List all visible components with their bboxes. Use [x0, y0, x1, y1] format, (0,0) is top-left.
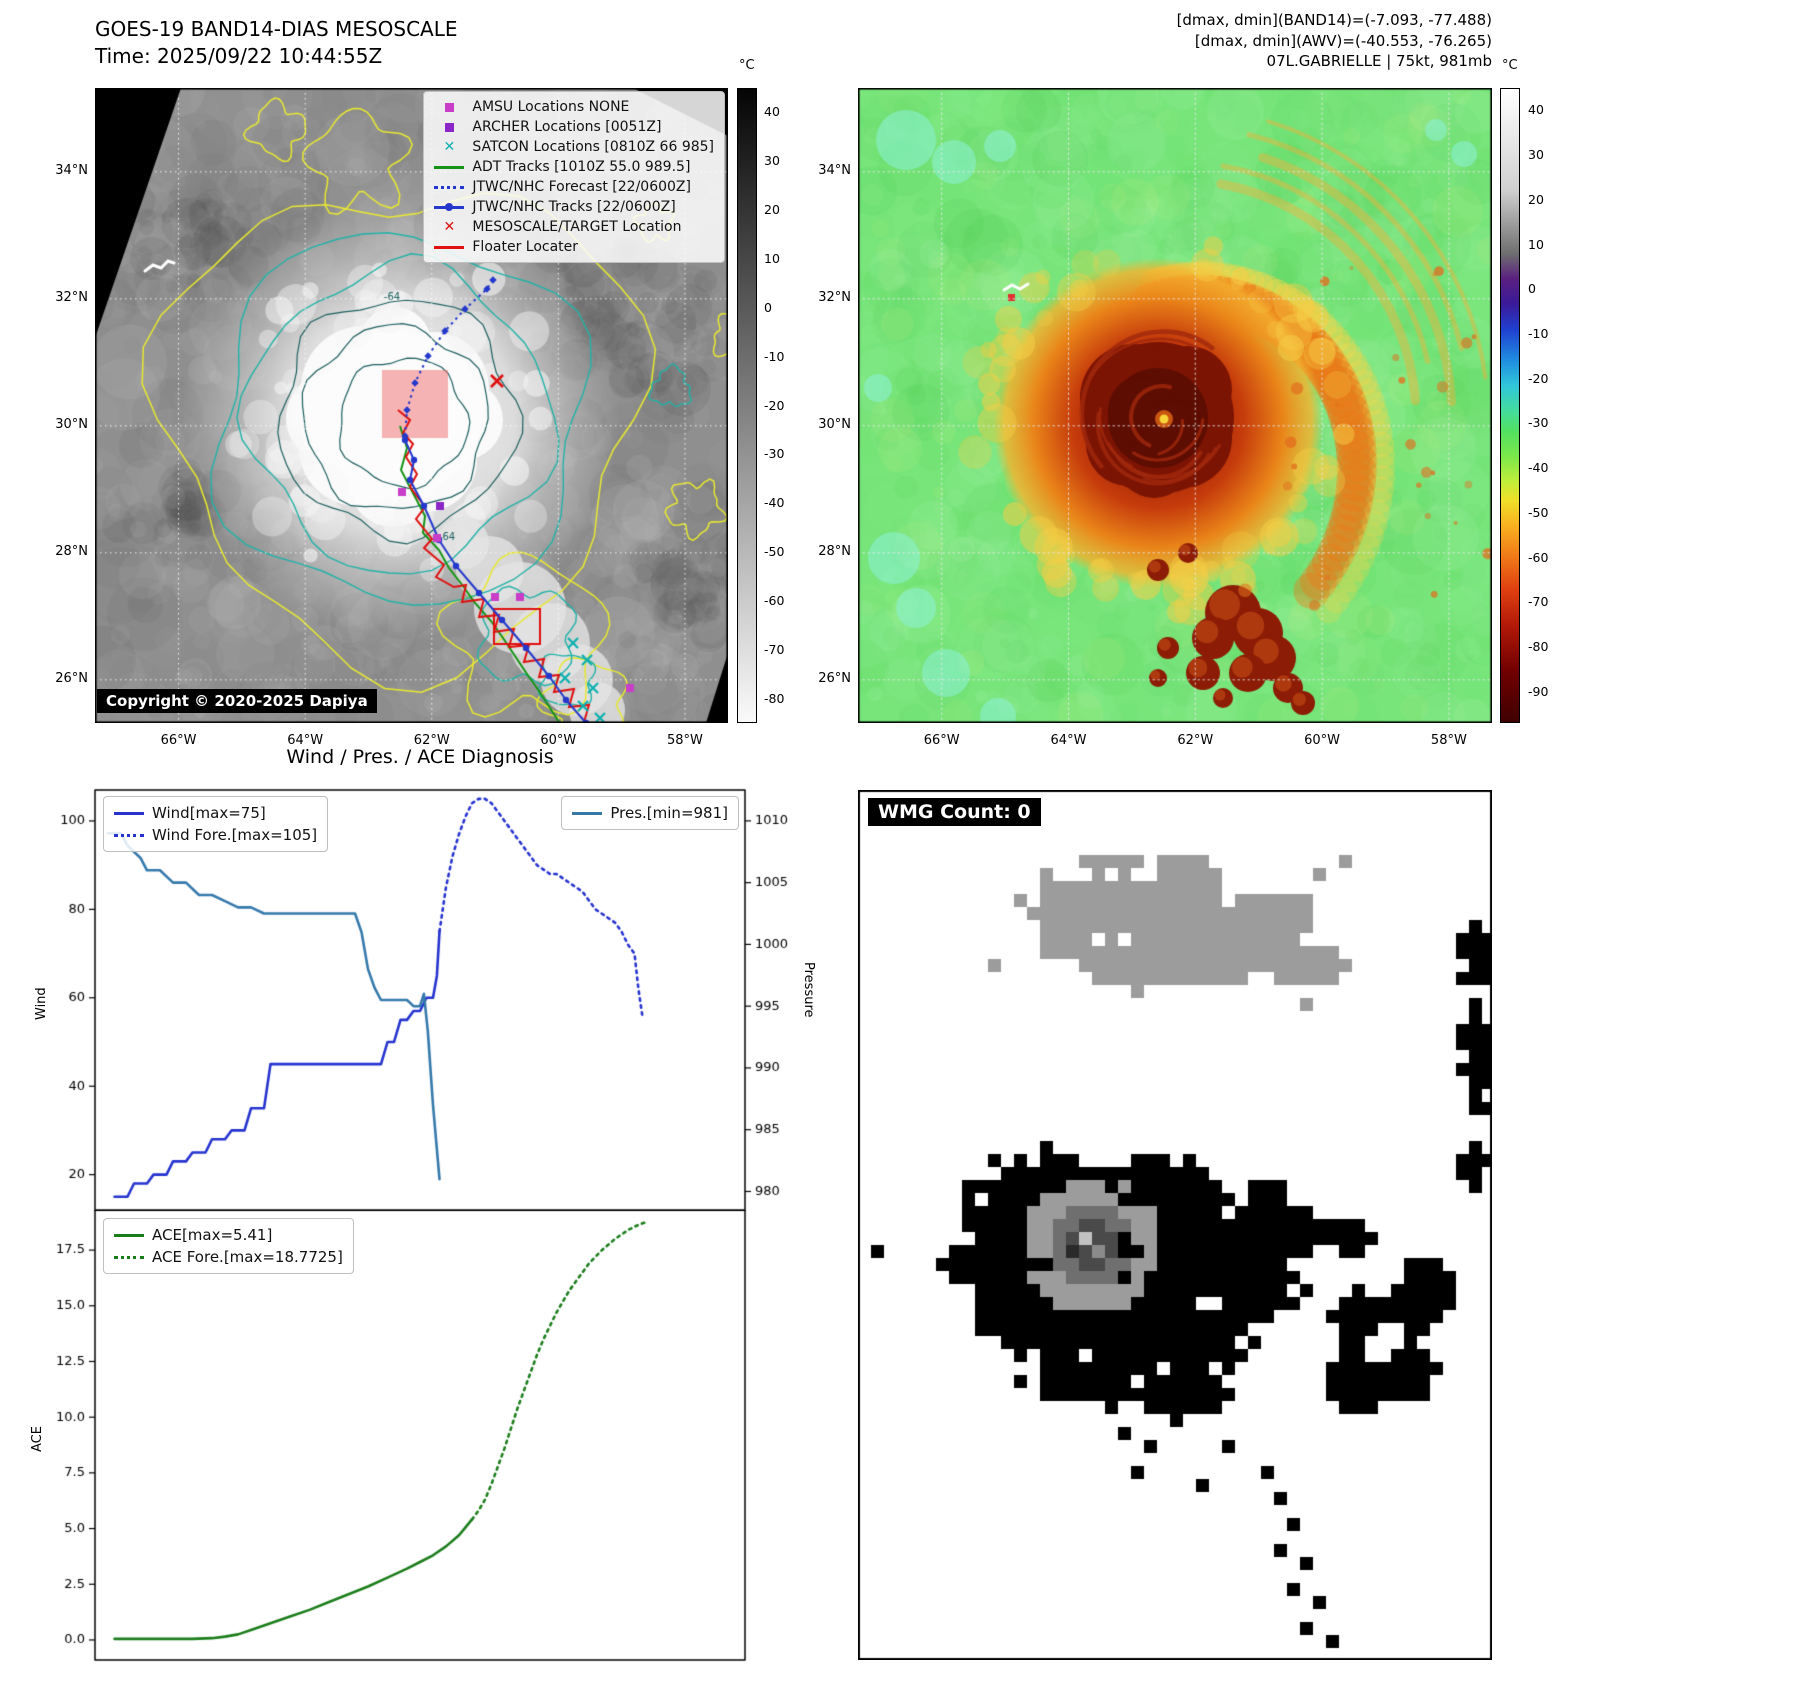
- square-swatch-icon: [434, 100, 464, 114]
- legend-item: ARCHER Locations [0051Z]: [434, 119, 714, 135]
- tr-colorbar-tick: 30: [1528, 147, 1544, 163]
- tr-colorbar-tick: -90: [1528, 683, 1549, 699]
- tl-colorbar-tick: 0: [764, 299, 772, 315]
- tr-lat-label: 28°N: [818, 543, 851, 559]
- band14-colorbar-unit: °C: [739, 58, 755, 73]
- legend-label: MESOSCALE/TARGET Location: [472, 219, 682, 235]
- band14-title-line1: GOES-19 BAND14-DIAS MESOSCALE: [95, 17, 458, 41]
- tr-colorbar-tick: -50: [1528, 504, 1549, 520]
- storm-id-text: 07L.GABRIELLE | 75kt, 981mb: [1266, 52, 1492, 70]
- tr-colorbar-tick: -80: [1528, 638, 1549, 654]
- tl-colorbar-tick: -60: [764, 592, 785, 608]
- wind-pressure-chart-canvas: [20, 788, 830, 1212]
- wmg-panel: WMG Count: 0: [858, 790, 1492, 1660]
- legend-label: Floater Locater: [472, 239, 579, 255]
- tr-lat-label: 32°N: [818, 289, 851, 305]
- x-swatch-icon: ✕: [443, 139, 456, 155]
- tr-lat-label: 30°N: [818, 416, 851, 432]
- legend-item: JTWC/NHC Tracks [22/0600Z]: [434, 199, 714, 215]
- band14-colorbar: [737, 88, 757, 723]
- tl-colorbar-tick: -70: [764, 641, 785, 657]
- tr-colorbar-tick: -30: [1528, 415, 1549, 431]
- band14-map-legend: AMSU Locations NONE ARCHER Locations [005…: [423, 91, 725, 263]
- ace-axis-label: ACE: [30, 1426, 45, 1452]
- line-swatch-icon: [434, 240, 465, 254]
- wind-axis-label: Wind: [34, 987, 49, 1020]
- band14-panel-title: GOES-19 BAND14-DIAS MESOSCALE Time: 2025…: [95, 16, 458, 70]
- tl-colorbar-tick: -10: [764, 348, 785, 364]
- tl-colorbar-tick: -30: [764, 446, 785, 462]
- tl-colorbar-tick: -20: [764, 397, 785, 413]
- tl-lat-label: 32°N: [55, 289, 88, 305]
- tl-lat-label: 30°N: [55, 416, 88, 432]
- wmg-count-label: WMG Count: 0: [868, 798, 1041, 826]
- tl-lon-label: 62°W: [413, 733, 450, 748]
- tl-colorbar-tick: 30: [764, 153, 780, 169]
- tr-colorbar-tick: -20: [1528, 370, 1549, 386]
- tr-lon-label: 58°W: [1430, 733, 1467, 748]
- tr-colorbar-tick: -40: [1528, 460, 1549, 476]
- tr-lat-label: 26°N: [818, 670, 851, 686]
- tl-lon-label: 66°W: [160, 733, 197, 748]
- tr-lat-label: 34°N: [818, 162, 851, 178]
- tr-colorbar-tick: 0: [1528, 281, 1536, 297]
- band14-title-line2: Time: 2025/09/22 10:44:55Z: [95, 44, 383, 68]
- tl-lat-label: 26°N: [55, 670, 88, 686]
- dmax-awv-text: [dmax, dmin](AWV)=(-40.553, -76.265): [1194, 31, 1492, 50]
- tr-lon-label: 66°W: [923, 733, 960, 748]
- band14-map-panel: AMSU Locations NONE ARCHER Locations [005…: [95, 88, 728, 723]
- wmg-canvas: [858, 790, 1492, 1660]
- tr-colorbar-tick: 40: [1528, 102, 1544, 118]
- legend-item: JTWC/NHC Forecast [22/0600Z]: [434, 179, 714, 195]
- legend-label: ARCHER Locations [0051Z]: [472, 119, 662, 135]
- enhanced-colorbar-unit: °C: [1502, 58, 1518, 73]
- tl-lat-label: 34°N: [55, 162, 88, 178]
- enhanced-ir-canvas: [858, 88, 1492, 723]
- tl-colorbar-tick: 20: [764, 202, 780, 218]
- legend-item: AMSU Locations NONE: [434, 99, 714, 115]
- tl-colorbar-tick: 10: [764, 250, 780, 266]
- square-swatch-icon: [434, 120, 464, 134]
- tl-colorbar-tick: -80: [764, 690, 785, 706]
- tl-lon-label: 64°W: [287, 733, 324, 748]
- tr-lon-label: 60°W: [1304, 733, 1341, 748]
- tl-colorbar-tick: -40: [764, 495, 785, 511]
- enhanced-ir-map-panel: [858, 88, 1492, 723]
- legend-label: SATCON Locations [0810Z 66 985]: [472, 139, 714, 155]
- line-dot-swatch-icon: [434, 200, 465, 214]
- x-swatch-icon: ✕: [443, 219, 456, 235]
- tr-colorbar-tick: -60: [1528, 549, 1549, 565]
- enhanced-colorbar: [1500, 88, 1520, 723]
- legend-item: Floater Locater: [434, 239, 714, 255]
- tl-colorbar-tick: -50: [764, 544, 785, 560]
- tl-lat-label: 28°N: [55, 543, 88, 559]
- ace-chart-canvas: [20, 1210, 830, 1662]
- legend-item: ADT Tracks [1010Z 55.0 989.5]: [434, 159, 714, 175]
- tl-colorbar-tick: 40: [764, 104, 780, 120]
- legend-label: JTWC/NHC Tracks [22/0600Z]: [472, 199, 676, 215]
- tr-colorbar-tick: -70: [1528, 594, 1549, 610]
- tr-lon-label: 64°W: [1050, 733, 1087, 748]
- tl-lon-label: 60°W: [540, 733, 577, 748]
- dmax-band14-text: [dmax, dmin](BAND14)=(-7.093, -77.488): [1176, 11, 1492, 29]
- dotted-line-swatch-icon: [434, 180, 465, 194]
- copyright-label: Copyright © 2020-2025 Dapiya: [97, 689, 377, 713]
- legend-item: ✕ MESOSCALE/TARGET Location: [434, 219, 714, 235]
- legend-label: ADT Tracks [1010Z 55.0 989.5]: [472, 159, 691, 175]
- legend-label: AMSU Locations NONE: [472, 99, 630, 115]
- tr-colorbar-tick: 10: [1528, 236, 1544, 252]
- legend-label: JTWC/NHC Forecast [22/0600Z]: [472, 179, 691, 195]
- pressure-axis-label: Pressure: [801, 962, 816, 1018]
- tl-lon-label: 58°W: [667, 733, 703, 748]
- tr-colorbar-tick: -10: [1528, 325, 1549, 341]
- legend-item: ✕ SATCON Locations [0810Z 66 985]: [434, 139, 715, 155]
- line-swatch-icon: [434, 160, 465, 174]
- tr-colorbar-tick: 20: [1528, 191, 1544, 207]
- tr-lon-label: 62°W: [1177, 733, 1214, 748]
- diagnosis-title: Wind / Pres. / ACE Diagnosis: [286, 746, 554, 768]
- storm-header: [dmax, dmin](BAND14)=(-7.093, -77.488) […: [900, 10, 1492, 72]
